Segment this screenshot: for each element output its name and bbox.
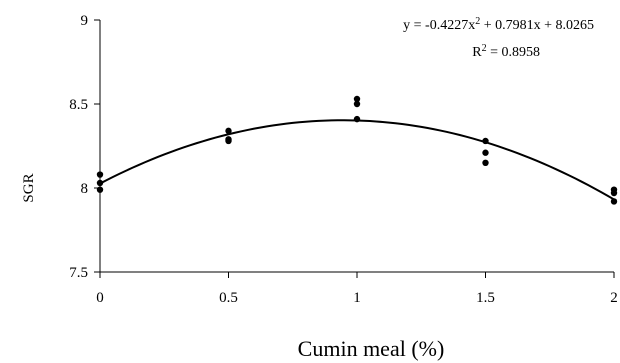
equation-suffix: + 0.7981x + 8.0265: [480, 18, 594, 33]
data-point: [96, 171, 104, 178]
r2-prefix: R: [472, 45, 482, 60]
data-point: [610, 189, 618, 197]
x-tick-label: 1.5: [476, 290, 495, 306]
data-point: [482, 149, 489, 156]
data-point: [610, 198, 618, 205]
tick-marks: [94, 19, 615, 278]
x-axis-title: Cumin meal (%): [298, 336, 445, 361]
x-tick-label: 0.5: [219, 290, 238, 306]
y-tick-label: 8: [81, 181, 89, 197]
trendline-curve: [99, 119, 615, 201]
x-tick-label: 2: [610, 290, 618, 306]
r2-suffix: = 0.8958: [487, 45, 540, 60]
x-tick-label: 0: [96, 290, 104, 306]
y-tick-label: 9: [81, 13, 89, 29]
data-point: [353, 115, 361, 123]
data-point: [225, 137, 232, 145]
y-axis-title: SGR: [21, 173, 37, 202]
data-point: [96, 186, 104, 193]
equation-exponent: 2: [475, 16, 480, 27]
x-tick-label: 1: [353, 290, 361, 306]
tick-labels: 7.5 8 8.5 9 0 0.5 1 1.5 2: [69, 13, 618, 306]
y-tick-label: 8.5: [69, 97, 88, 113]
trendline-layer: [99, 119, 615, 201]
r2-exponent: 2: [482, 43, 487, 54]
data-point: [225, 127, 232, 135]
r-squared-label: R2 = 0.8958: [472, 43, 540, 60]
equation-prefix: y = -0.4227x: [403, 18, 475, 33]
y-tick-label: 7.5: [69, 265, 88, 281]
data-point: [353, 100, 361, 108]
data-point: [353, 95, 361, 103]
data-points: [96, 95, 618, 205]
data-point: [482, 159, 489, 166]
trendline-equation: y = -0.4227x2 + 0.7981x + 8.0265: [403, 16, 594, 33]
data-point: [482, 137, 489, 145]
data-point: [96, 179, 104, 187]
